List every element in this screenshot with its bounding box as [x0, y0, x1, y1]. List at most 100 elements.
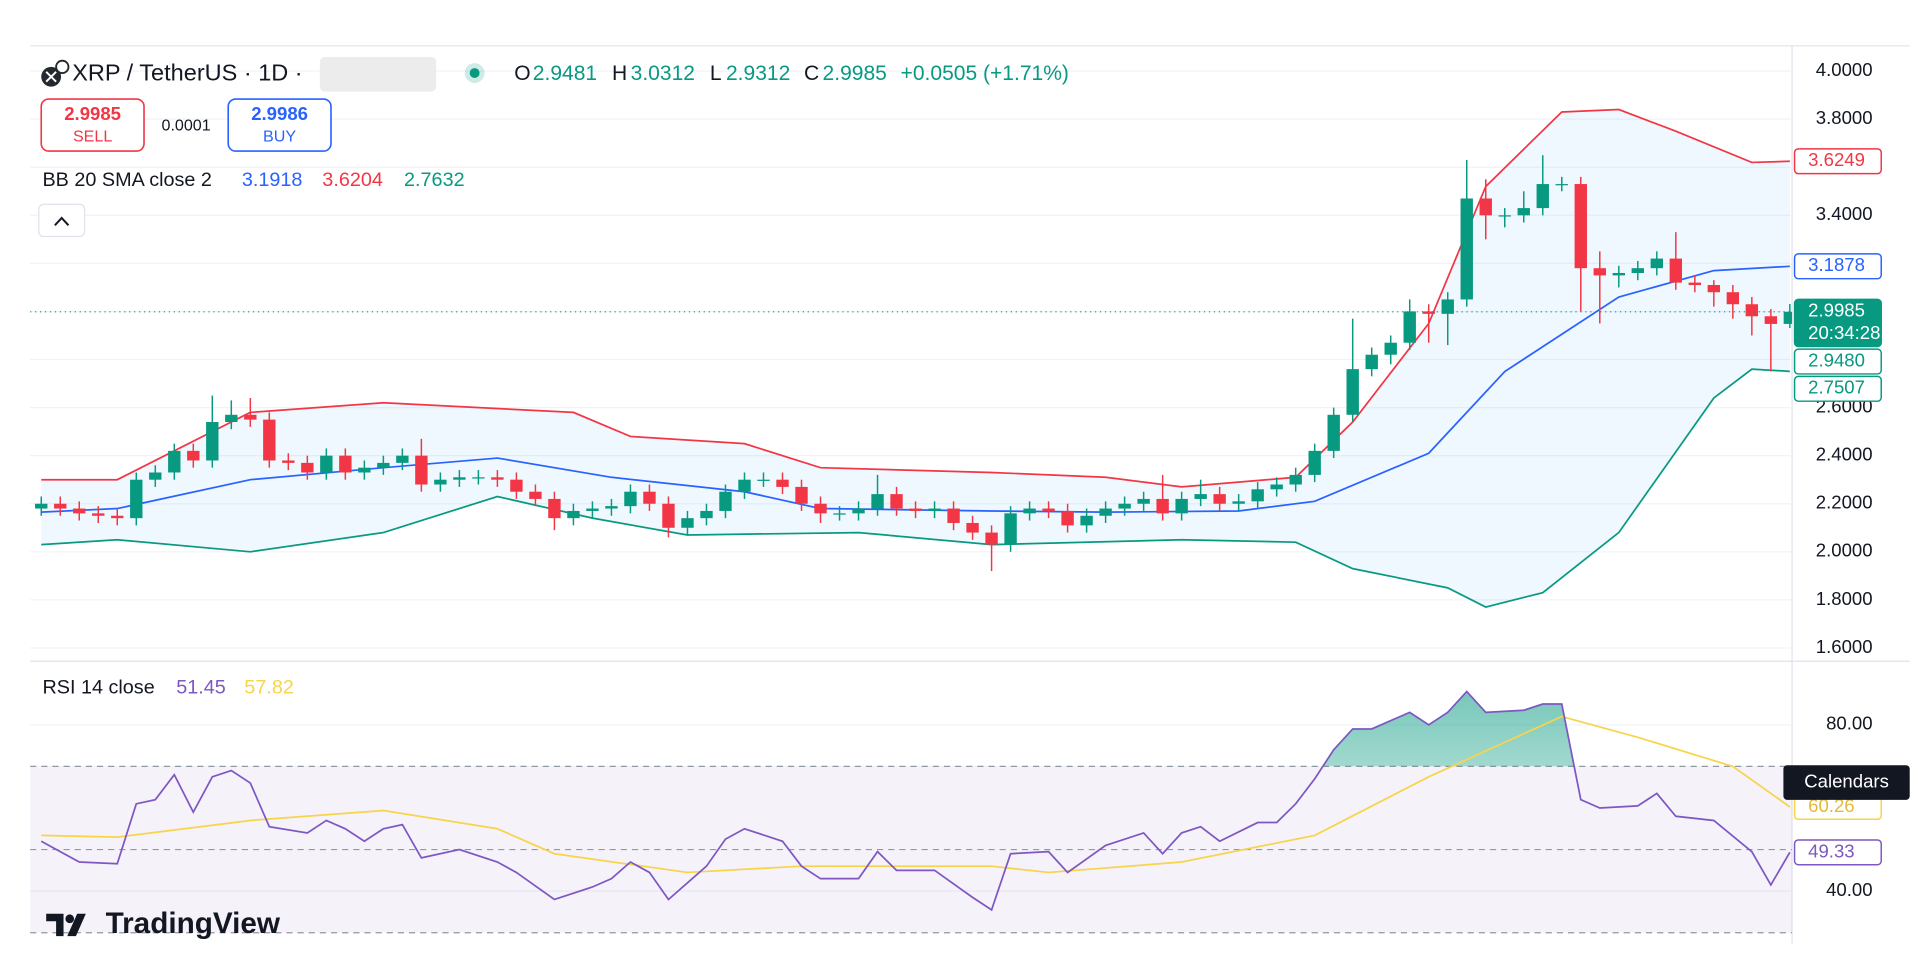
- price-label-box: [1793, 148, 1882, 175]
- price-label-box: [1793, 298, 1882, 348]
- candle-body: [909, 508, 922, 511]
- price-label: 3.6249: [1808, 149, 1865, 170]
- ohlc-letter: O: [514, 62, 530, 85]
- candle-body: [1251, 489, 1264, 502]
- ohlc-open: 2.9481: [533, 62, 597, 85]
- rsi-overbought-fill: [41, 691, 1790, 767]
- candle-body: [377, 462, 390, 468]
- candle-body: [206, 422, 219, 461]
- candle-body: [1707, 285, 1721, 293]
- candle-body: [1745, 304, 1759, 317]
- sell-button[interactable]: 2.9985 SELL: [40, 98, 145, 152]
- y-tick-label: 80.00: [1826, 713, 1872, 734]
- buy-box[interactable]: [227, 98, 332, 152]
- collapse-chevron[interactable]: [54, 216, 70, 227]
- sell-box[interactable]: [40, 98, 145, 152]
- candle-body: [225, 414, 238, 423]
- candle-body: [1536, 184, 1549, 209]
- price-label-box: [1793, 375, 1882, 402]
- candle-body: [1612, 272, 1625, 276]
- rsi-legend-value: 51.45: [176, 677, 226, 699]
- candle-body: [1441, 299, 1454, 314]
- y-tick-label: 3.4000: [1816, 203, 1873, 224]
- candle-body: [719, 491, 732, 511]
- candle-body: [738, 479, 751, 492]
- buy-price[interactable]: 2.9986: [251, 103, 308, 124]
- candle-body: [453, 477, 466, 480]
- candle-body: [833, 513, 846, 515]
- candle-body: [434, 479, 447, 485]
- collapse-box[interactable]: [38, 203, 86, 238]
- y-tick-label: 2.0000: [1816, 540, 1873, 561]
- candle-body: [168, 450, 181, 473]
- collapse-button[interactable]: [38, 203, 86, 238]
- candle-body: [415, 455, 428, 485]
- candle-body: [1289, 474, 1302, 485]
- price-label: 49.33: [1808, 840, 1854, 861]
- candle-body: [567, 510, 580, 519]
- candle-body: [1555, 184, 1568, 186]
- candle-body: [282, 460, 295, 463]
- market-status-dot: [469, 68, 480, 79]
- y-tick-label: 40.00: [1826, 879, 1872, 900]
- candle-body: [111, 515, 124, 519]
- rsi-legend-value: 57.82: [244, 677, 294, 699]
- candle-body: [1042, 508, 1055, 511]
- candle-body: [1004, 513, 1017, 545]
- sell-price[interactable]: 2.9985: [64, 103, 121, 124]
- candle-body: [358, 467, 371, 473]
- y-tick-label: 4.0000: [1816, 59, 1873, 80]
- candle-body: [339, 455, 352, 473]
- candle-body: [1213, 494, 1226, 504]
- symbol-title: XRP / TetherUS · 1D ·: [72, 60, 302, 86]
- candle-body: [1365, 354, 1378, 370]
- candle-body: [1327, 414, 1340, 451]
- candle-body: [871, 494, 884, 509]
- y-tick-label: 2.2000: [1816, 492, 1873, 513]
- candle-body: [1384, 342, 1397, 355]
- candle-body: [928, 508, 941, 511]
- rsi-ma-line: [41, 715, 1791, 874]
- bollinger-line: [41, 368, 1790, 609]
- candle-body: [1574, 184, 1587, 269]
- logo: [46, 913, 86, 937]
- candle-body: [662, 503, 675, 528]
- candle-body: [681, 518, 694, 528]
- tooltip-box: [1783, 765, 1910, 800]
- candle-body: [149, 472, 162, 480]
- spread: 0.0001: [162, 117, 211, 135]
- bb-legend-value: 3.6204: [322, 169, 383, 191]
- candle-body: [1118, 503, 1131, 509]
- candle-body: [1023, 508, 1036, 514]
- candle-body: [1422, 311, 1435, 314]
- tooltip-text: Calendars: [1804, 770, 1889, 791]
- candle-body: [1517, 208, 1530, 216]
- candle-body: [985, 532, 998, 545]
- candle-body: [1137, 498, 1150, 504]
- candle-body: [852, 508, 865, 514]
- logo-text: TradingView: [106, 907, 281, 940]
- candle-body: [244, 414, 257, 420]
- candle-body: [1460, 198, 1473, 300]
- candle-body: [320, 455, 333, 473]
- buy-button[interactable]: 2.9986 BUY: [227, 98, 332, 152]
- sell-label[interactable]: SELL: [73, 128, 112, 146]
- candle-body: [92, 513, 105, 516]
- candle-body: [1479, 198, 1492, 216]
- symbol-icon: [41, 59, 70, 87]
- rsi-legend: RSI 14 close: [42, 677, 154, 699]
- candle-body: [1726, 292, 1740, 305]
- price-label: 2.7507: [1808, 377, 1865, 398]
- bollinger-line: [41, 265, 1790, 514]
- candle-body: [966, 522, 979, 533]
- candle-body: [1403, 311, 1416, 343]
- bollinger-line: [41, 108, 1790, 488]
- buy-label[interactable]: BUY: [263, 128, 296, 146]
- ohlc-low: 2.9312: [726, 62, 790, 85]
- candle-body: [947, 508, 960, 523]
- candle-body: [1232, 501, 1245, 504]
- candle-body: [795, 486, 808, 504]
